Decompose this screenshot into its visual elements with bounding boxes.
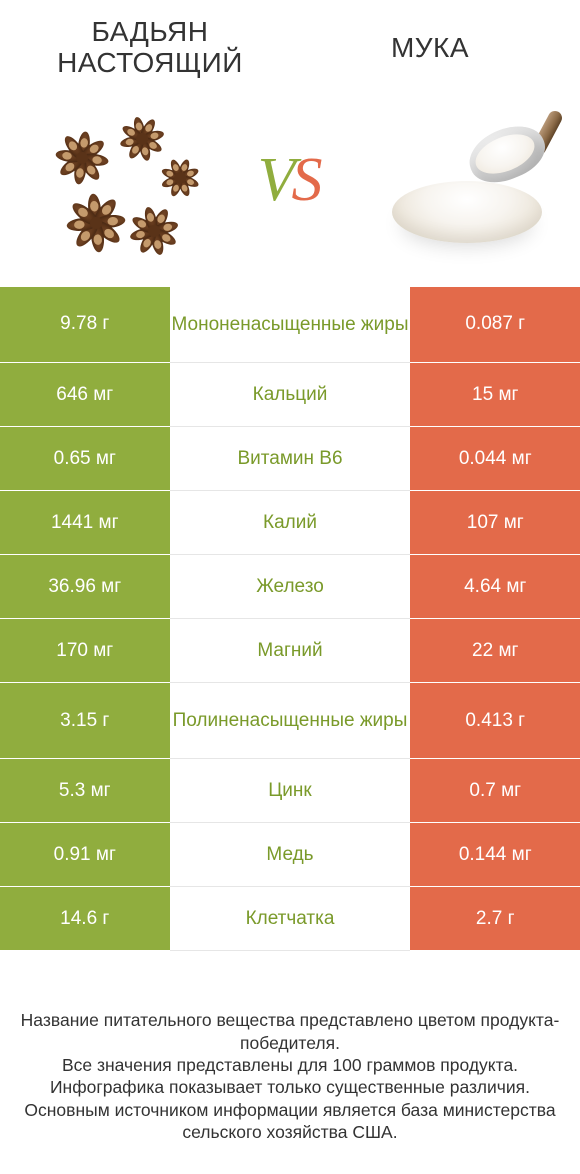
left-value-cell: 3.15 г bbox=[0, 683, 170, 759]
table-row: 646 мгКальций15 мг bbox=[0, 363, 580, 427]
nutrient-label-cell: Железо bbox=[170, 555, 411, 619]
footer-line: Инфографика показывает только существенн… bbox=[18, 1076, 562, 1098]
left-product-image bbox=[28, 91, 208, 271]
right-value-cell: 0.7 мг bbox=[410, 759, 580, 823]
table-row: 1441 мгКалий107 мг bbox=[0, 491, 580, 555]
right-value-cell: 0.087 г bbox=[410, 287, 580, 363]
right-value-cell: 4.64 мг bbox=[410, 555, 580, 619]
nutrient-label-cell: Магний bbox=[170, 619, 411, 683]
right-value-cell: 0.144 мг bbox=[410, 823, 580, 887]
table-row: 170 мгМагний22 мг bbox=[0, 619, 580, 683]
star-anise-icon bbox=[28, 91, 208, 271]
nutrient-label-cell: Цинк bbox=[170, 759, 411, 823]
table-row: 3.15 гПолиненасыщенные жиры0.413 г bbox=[0, 683, 580, 759]
nutrient-label-cell: Мононенасыщенные жиры bbox=[170, 287, 411, 363]
product-images-row: VS bbox=[0, 87, 580, 287]
left-value-cell: 5.3 мг bbox=[0, 759, 170, 823]
nutrient-label-cell: Медь bbox=[170, 823, 411, 887]
nutrient-label-cell: Калий bbox=[170, 491, 411, 555]
nutrient-label-cell: Клетчатка bbox=[170, 887, 411, 951]
header: БАДЬЯН НАСТОЯЩИЙ МУКА bbox=[0, 0, 580, 87]
left-value-cell: 9.78 г bbox=[0, 287, 170, 363]
flour-scoop-icon bbox=[372, 91, 552, 271]
nutrient-label-cell: Кальций bbox=[170, 363, 411, 427]
table-row: 0.91 мгМедь0.144 мг bbox=[0, 823, 580, 887]
left-value-cell: 646 мг bbox=[0, 363, 170, 427]
left-value-cell: 1441 мг bbox=[0, 491, 170, 555]
footer-line: Название питательного вещества представл… bbox=[18, 1009, 562, 1054]
comparison-table: 9.78 гМононенасыщенные жиры0.087 г646 мг… bbox=[0, 287, 580, 952]
nutrient-label-cell: Полиненасыщенные жиры bbox=[170, 683, 411, 759]
right-value-cell: 107 мг bbox=[410, 491, 580, 555]
right-value-cell: 2.7 г bbox=[410, 887, 580, 951]
table-row: 9.78 гМононенасыщенные жиры0.087 г bbox=[0, 287, 580, 363]
footer-notes: Название питательного вещества представл… bbox=[0, 951, 580, 1143]
table-row: 0.65 мгВитамин B60.044 мг bbox=[0, 427, 580, 491]
left-value-cell: 170 мг bbox=[0, 619, 170, 683]
table-row: 5.3 мгЦинк0.7 мг bbox=[0, 759, 580, 823]
left-value-cell: 0.65 мг bbox=[0, 427, 170, 491]
right-value-cell: 15 мг bbox=[410, 363, 580, 427]
left-product-title: БАДЬЯН НАСТОЯЩИЙ bbox=[21, 16, 279, 79]
footer-line: Основным источником информации является … bbox=[18, 1099, 562, 1144]
footer-line: Все значения представлены для 100 граммо… bbox=[18, 1054, 562, 1076]
left-value-cell: 0.91 мг bbox=[0, 823, 170, 887]
right-value-cell: 0.413 г bbox=[410, 683, 580, 759]
right-product-title: МУКА bbox=[301, 32, 559, 63]
right-value-cell: 0.044 мг bbox=[410, 427, 580, 491]
left-value-cell: 14.6 г bbox=[0, 887, 170, 951]
vs-label: VS bbox=[258, 145, 323, 216]
infographic-root: БАДЬЯН НАСТОЯЩИЙ МУКА VS 9.78 гМононенас… bbox=[0, 0, 580, 1144]
right-product-image bbox=[372, 91, 552, 271]
table-row: 36.96 мгЖелезо4.64 мг bbox=[0, 555, 580, 619]
table-row: 14.6 гКлетчатка2.7 г bbox=[0, 887, 580, 951]
right-value-cell: 22 мг bbox=[410, 619, 580, 683]
nutrient-label-cell: Витамин B6 bbox=[170, 427, 411, 491]
left-value-cell: 36.96 мг bbox=[0, 555, 170, 619]
